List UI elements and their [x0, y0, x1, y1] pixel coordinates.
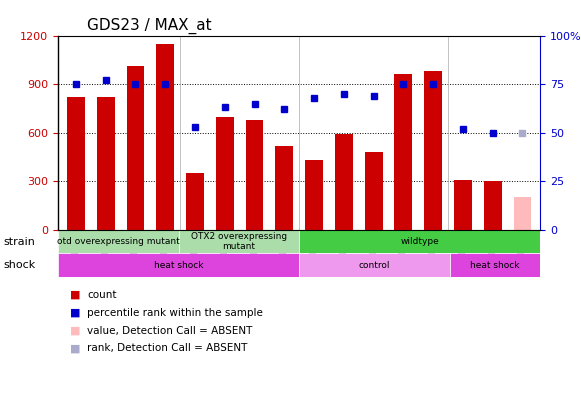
Text: strain: strain: [4, 237, 35, 247]
Text: shock: shock: [4, 260, 36, 270]
Bar: [186, 173, 204, 230]
Bar: [424, 71, 442, 230]
Text: GDS23 / MAX_at: GDS23 / MAX_at: [87, 18, 211, 34]
Text: ■: ■: [70, 290, 80, 300]
Bar: [67, 97, 85, 230]
Bar: [58, 253, 299, 277]
Bar: [127, 67, 145, 230]
Bar: [450, 253, 540, 277]
Bar: [335, 134, 353, 230]
Text: otd overexpressing mutant: otd overexpressing mutant: [57, 237, 180, 246]
Text: rank, Detection Call = ABSENT: rank, Detection Call = ABSENT: [87, 343, 248, 354]
Bar: [216, 116, 234, 230]
Bar: [156, 44, 174, 230]
Bar: [179, 230, 299, 253]
Bar: [299, 230, 540, 253]
Text: ■: ■: [70, 326, 80, 336]
Bar: [97, 97, 114, 230]
Bar: [58, 230, 179, 253]
Bar: [299, 253, 450, 277]
Bar: [246, 120, 264, 230]
Text: heat shock: heat shock: [471, 261, 520, 270]
Bar: [394, 74, 413, 230]
Text: wildtype: wildtype: [400, 237, 439, 246]
Text: percentile rank within the sample: percentile rank within the sample: [87, 308, 263, 318]
Text: value, Detection Call = ABSENT: value, Detection Call = ABSENT: [87, 326, 253, 336]
Bar: [305, 160, 323, 230]
Bar: [275, 146, 293, 230]
Text: ■: ■: [70, 343, 80, 354]
Bar: [454, 180, 472, 230]
Text: ■: ■: [70, 308, 80, 318]
Text: heat shock: heat shock: [154, 261, 203, 270]
Bar: [514, 197, 532, 230]
Bar: [365, 152, 382, 230]
Text: count: count: [87, 290, 117, 300]
Bar: [484, 181, 501, 230]
Text: OTX2 overexpressing
mutant: OTX2 overexpressing mutant: [191, 232, 287, 251]
Text: control: control: [359, 261, 390, 270]
